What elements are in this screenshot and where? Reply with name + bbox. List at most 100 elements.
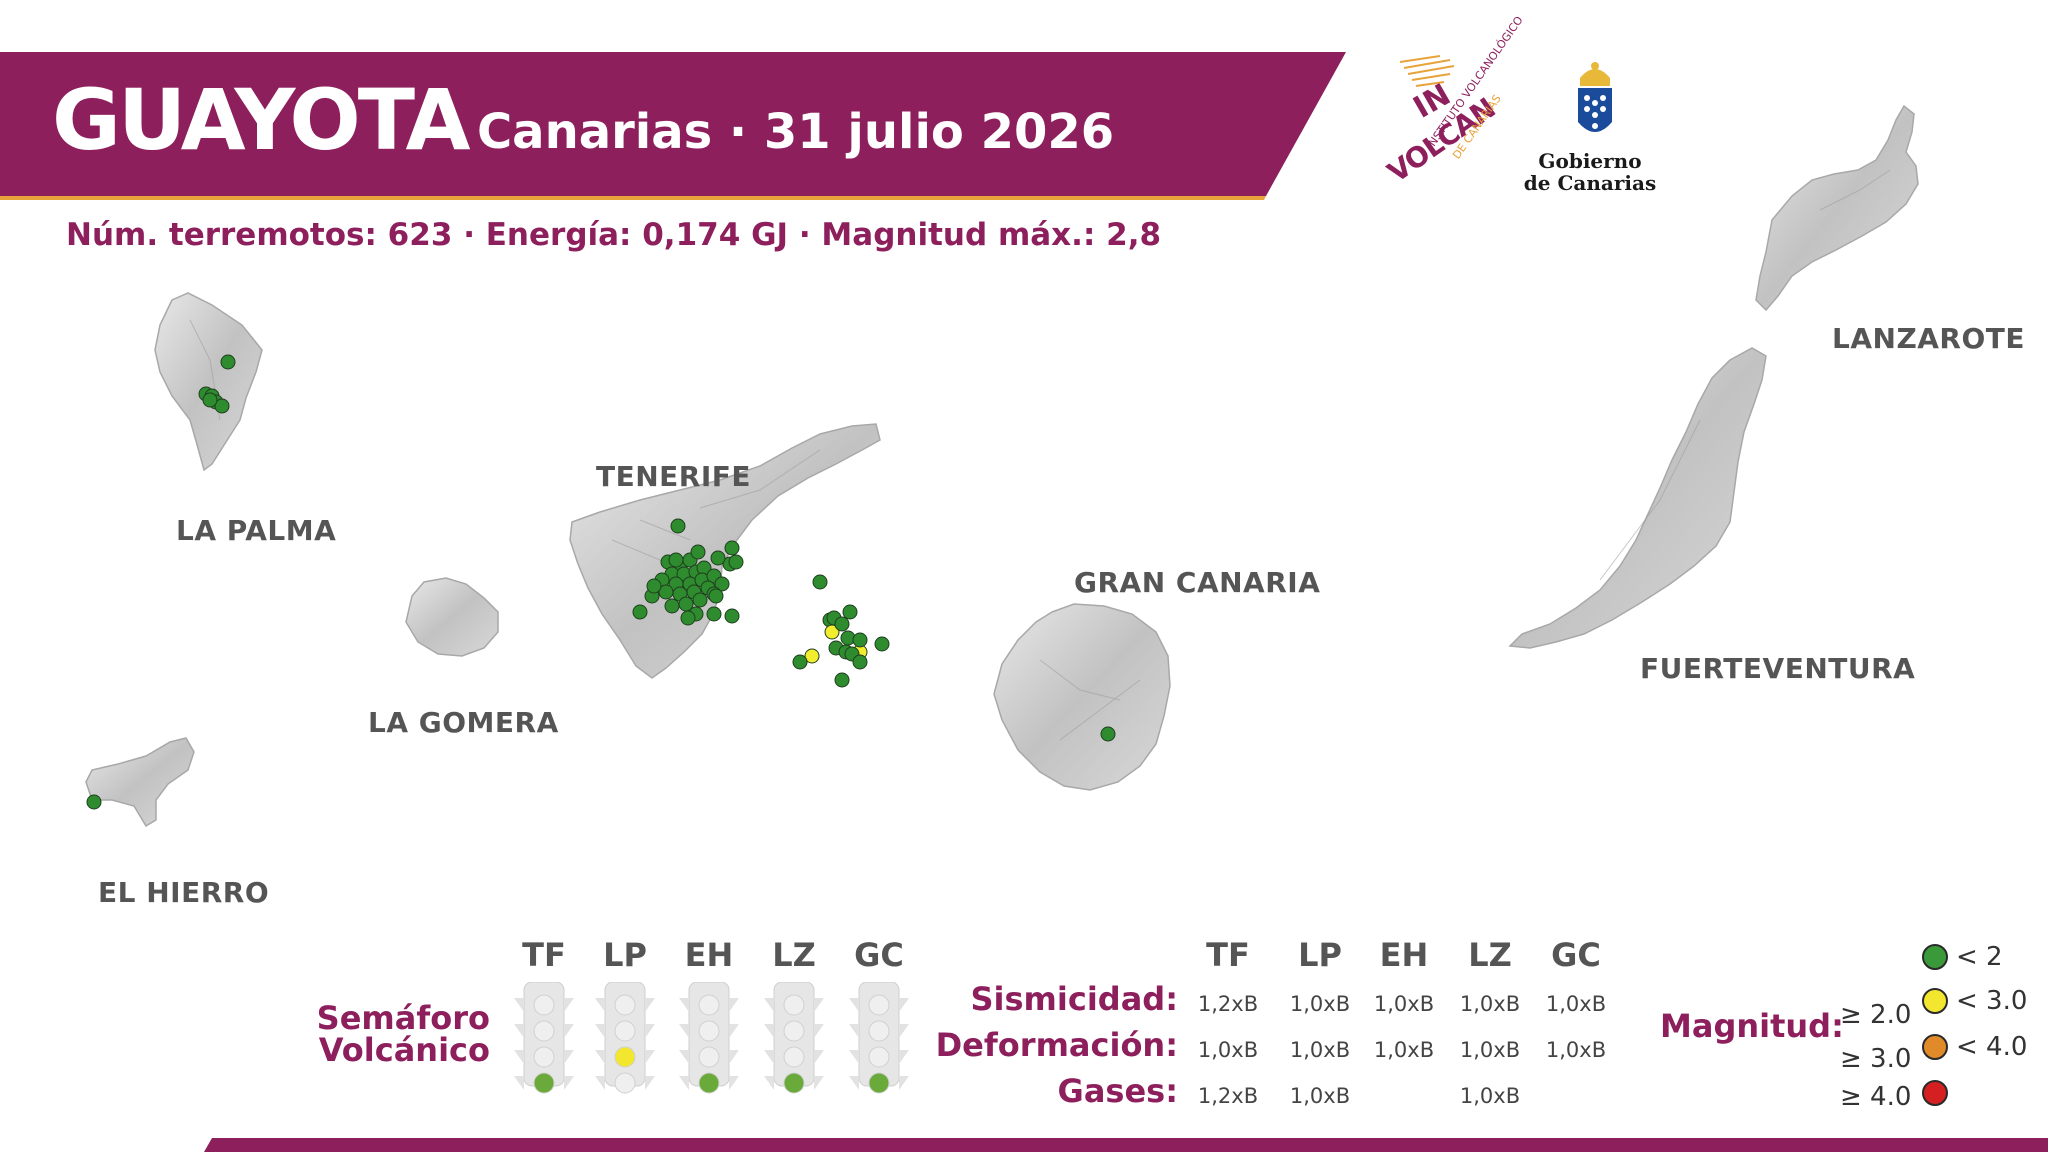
traffic-light-lp [595, 982, 655, 1094]
earthquake-marker [874, 636, 890, 652]
earthquake-marker [804, 648, 820, 664]
traffic-lamp [698, 1072, 720, 1094]
indicator-value: 1,0xB [1289, 1084, 1351, 1108]
page-subtitle: · Canarias · 31 julio 2026 [442, 104, 1115, 160]
earthquake-markers [86, 354, 1116, 810]
header-banner [0, 52, 1346, 200]
indicators-col-eh: EH [1379, 936, 1429, 974]
summary-stats: Núm. terremotos: 623 · Energía: 0,174 GJ… [66, 217, 1162, 253]
traffic-lamp [868, 994, 890, 1016]
traffic-light-eh [679, 982, 739, 1094]
earthquake-marker [86, 794, 102, 810]
earthquake-marker [202, 392, 218, 408]
island-fuerteventura [1508, 347, 1767, 649]
earthquake-marker [842, 604, 858, 620]
earthquake-marker [632, 604, 648, 620]
traffic-lamp [783, 1020, 805, 1042]
coat-of-arms-icon [1578, 62, 1612, 132]
semaforo-title-line2: Volcánico [318, 1031, 490, 1069]
footer-bar [204, 1138, 2048, 1152]
earthquake-marker [724, 540, 740, 556]
label-tenerife: TENERIFE [596, 460, 752, 493]
label-la-gomera: LA GOMERA [368, 706, 559, 739]
magnitude-upper-0: < 2 [1956, 942, 2003, 972]
indicator-value: 1,0xB [1289, 992, 1351, 1016]
traffic-lamp [533, 1046, 555, 1068]
earthquake-marker [690, 544, 706, 560]
island-tenerife [569, 423, 881, 679]
label-lanzarote: LANZAROTE [1832, 322, 2026, 355]
indicators-col-lz: LZ [1468, 936, 1512, 974]
semaforo-code-lz: LZ [772, 936, 816, 974]
indicator-value: 1,0xB [1459, 1038, 1521, 1062]
traffic-lamp [698, 994, 720, 1016]
indicators-col-tf: TF [1206, 936, 1250, 974]
magnitude-lower-3: ≥ 4.0 [1840, 1082, 1912, 1112]
earthquake-marker [706, 606, 722, 622]
traffic-lamp [533, 1072, 555, 1094]
island-la-gomera [405, 577, 499, 657]
semaforo-code-gc: GC [854, 936, 904, 974]
indicator-value: 1,0xB [1373, 992, 1435, 1016]
label-el-hierro: EL HIERRO [98, 876, 270, 909]
indicator-value: 1,0xB [1545, 992, 1607, 1016]
indicator-label-sismicidad: Sismicidad: [970, 980, 1178, 1018]
magnitude-upper-2: < 4.0 [1956, 1032, 2028, 1062]
island-gran-canaria [993, 603, 1171, 791]
traffic-lamp [698, 1020, 720, 1042]
involcan-logo: IN VOLCAN INSTITUTO VOLCANOLÓGICO DE CAN… [1380, 14, 1526, 200]
indicators-col-lp: LP [1298, 936, 1342, 974]
traffic-lamp [698, 1046, 720, 1068]
indicator-label-deformacion: Deformación: [935, 1026, 1178, 1064]
earthquake-marker [812, 574, 828, 590]
traffic-lamp [614, 1046, 636, 1068]
earthquake-marker [646, 578, 662, 594]
earthquake-marker [824, 624, 840, 640]
gobierno-line2: de Canarias [1523, 171, 1657, 195]
indicator-value: 1,0xB [1459, 1084, 1521, 1108]
island-la-palma [154, 292, 263, 472]
traffic-lamp [783, 1046, 805, 1068]
traffic-lamp [614, 1072, 636, 1094]
earthquake-marker [834, 616, 850, 632]
magnitude-upper-1: < 3.0 [1956, 986, 2028, 1016]
earthquake-marker [852, 632, 868, 648]
indicator-value: 1,0xB [1459, 992, 1521, 1016]
indicator-value: 1,0xB [1197, 1038, 1259, 1062]
earthquake-marker [680, 610, 696, 626]
gobierno-line1: Gobierno [1538, 149, 1642, 173]
earthquake-marker [728, 554, 744, 570]
earthquake-marker [220, 354, 236, 370]
indicator-value: 1,0xB [1373, 1038, 1435, 1062]
earthquake-marker [708, 588, 724, 604]
semaforo-title-line1: Semáforo [316, 999, 490, 1037]
traffic-lamp [533, 994, 555, 1016]
magnitude-lower-1: ≥ 2.0 [1840, 1000, 1912, 1030]
magnitude-dot-ge4 [1922, 1080, 1948, 1106]
traffic-light-tf [514, 982, 574, 1094]
page-title: GUAYOTA [52, 71, 471, 169]
magnitude-dot-2to3 [1922, 988, 1948, 1014]
traffic-lamp [533, 1020, 555, 1042]
island-el-hierro [85, 737, 195, 828]
traffic-lamp [614, 1020, 636, 1042]
earthquake-marker [214, 398, 230, 414]
island-lanzarote [1755, 104, 1919, 312]
traffic-light-gc [849, 982, 909, 1094]
label-gran-canaria: GRAN CANARIA [1074, 566, 1321, 599]
magnitude-dot-lt2 [1922, 944, 1948, 970]
earthquake-marker [664, 598, 680, 614]
earthquake-marker [714, 576, 730, 592]
earthquake-marker [670, 518, 686, 534]
earthquake-marker [834, 672, 850, 688]
semaforo-code-eh: EH [684, 936, 734, 974]
magnitude-lower-2: ≥ 3.0 [1840, 1044, 1912, 1074]
earthquake-marker [852, 654, 868, 670]
indicator-value: 1,2xB [1197, 992, 1259, 1016]
magnitude-dot-3to4 [1922, 1034, 1948, 1060]
indicator-value: 1,0xB [1289, 1038, 1351, 1062]
earthquake-marker [710, 550, 726, 566]
involcan-emblem-icon [1399, 55, 1455, 87]
label-fuerteventura: FUERTEVENTURA [1640, 652, 1916, 685]
